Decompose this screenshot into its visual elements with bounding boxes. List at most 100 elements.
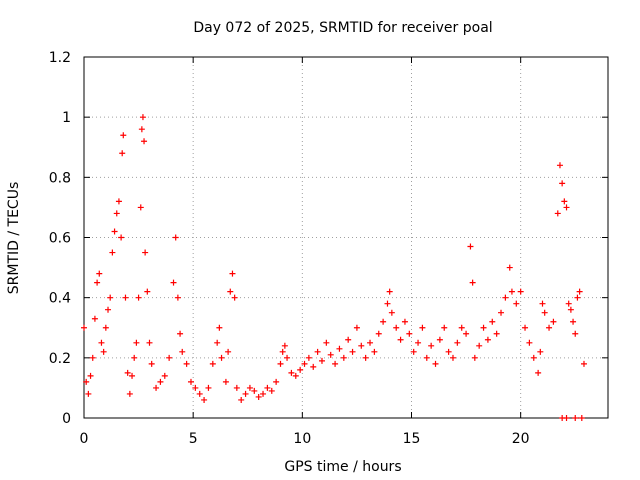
y-tick-label: 0.8 xyxy=(49,170,71,186)
data-point xyxy=(506,264,513,271)
data-point xyxy=(349,348,356,355)
data-point xyxy=(522,324,529,331)
data-point xyxy=(142,249,149,256)
data-point xyxy=(233,384,240,391)
data-point xyxy=(563,204,570,211)
data-point xyxy=(264,384,271,391)
data-point xyxy=(530,354,537,361)
data-point xyxy=(550,318,557,325)
data-point xyxy=(100,348,107,355)
data-point xyxy=(406,330,413,337)
data-point xyxy=(255,393,262,400)
data-point xyxy=(415,339,422,346)
data-point xyxy=(94,279,101,286)
data-point xyxy=(305,354,312,361)
data-point xyxy=(436,336,443,343)
data-point xyxy=(146,339,153,346)
data-point xyxy=(310,363,317,370)
data-point xyxy=(493,330,500,337)
data-point xyxy=(279,348,286,355)
data-point xyxy=(292,372,299,379)
data-point xyxy=(428,342,435,349)
data-point xyxy=(327,351,334,358)
data-point xyxy=(362,354,369,361)
data-point xyxy=(227,288,234,295)
data-point xyxy=(83,378,90,385)
data-point xyxy=(546,324,553,331)
data-point xyxy=(454,339,461,346)
data-point xyxy=(177,330,184,337)
data-point xyxy=(537,348,544,355)
data-point xyxy=(502,294,509,301)
data-point xyxy=(353,324,360,331)
data-point xyxy=(576,288,583,295)
data-point xyxy=(476,342,483,349)
data-point xyxy=(463,330,470,337)
data-point xyxy=(580,360,587,367)
data-point xyxy=(87,372,94,379)
data-point xyxy=(469,279,476,286)
data-point xyxy=(139,114,146,121)
data-point xyxy=(345,336,352,343)
data-point xyxy=(205,384,212,391)
data-point xyxy=(131,354,138,361)
data-point xyxy=(384,300,391,307)
data-point xyxy=(133,339,140,346)
data-point xyxy=(246,384,253,391)
data-point xyxy=(109,249,116,256)
data-point xyxy=(105,306,112,313)
y-tick-label: 1 xyxy=(62,110,71,126)
data-point xyxy=(288,369,295,376)
data-point xyxy=(153,384,160,391)
data-point xyxy=(251,387,258,394)
data-point xyxy=(318,357,325,364)
data-point xyxy=(260,390,267,397)
data-point xyxy=(179,348,186,355)
data-point xyxy=(535,369,542,376)
data-point xyxy=(118,234,125,241)
data-point xyxy=(98,339,105,346)
data-point xyxy=(559,180,566,187)
y-axis-label: SRMTID / TECUs xyxy=(6,182,22,295)
y-tick-label: 0.4 xyxy=(49,291,71,307)
data-point xyxy=(332,360,339,367)
data-point xyxy=(85,390,92,397)
data-point xyxy=(196,390,203,397)
data-point xyxy=(449,354,456,361)
data-point xyxy=(556,162,563,169)
data-point xyxy=(554,210,561,217)
data-point xyxy=(192,384,199,391)
data-point xyxy=(570,318,577,325)
y-tick-label: 0.2 xyxy=(49,351,71,367)
data-point xyxy=(107,294,114,301)
data-point xyxy=(166,354,173,361)
data-point xyxy=(541,309,548,316)
data-point xyxy=(229,270,236,277)
data-point xyxy=(144,288,151,295)
data-point xyxy=(174,294,181,301)
data-point xyxy=(517,288,524,295)
data-point xyxy=(170,279,177,286)
data-point xyxy=(578,415,585,421)
data-point xyxy=(141,138,148,145)
data-point xyxy=(129,372,136,379)
data-point xyxy=(137,204,144,211)
x-tick-label: 10 xyxy=(293,431,311,447)
data-point xyxy=(565,300,572,307)
data-point xyxy=(445,348,452,355)
x-tick-label: 20 xyxy=(512,431,530,447)
y-tick-label: 0.6 xyxy=(49,231,71,247)
data-point xyxy=(561,198,568,205)
data-point xyxy=(489,318,496,325)
data-point xyxy=(81,324,87,331)
data-point xyxy=(187,378,194,385)
data-point xyxy=(209,360,216,367)
chart-title: Day 072 of 2025, SRMTID for receiver poa… xyxy=(193,20,492,36)
data-point xyxy=(122,294,129,301)
data-point xyxy=(358,342,365,349)
data-point xyxy=(111,228,118,235)
data-point xyxy=(526,339,533,346)
data-point xyxy=(102,324,109,331)
data-point xyxy=(508,288,515,295)
